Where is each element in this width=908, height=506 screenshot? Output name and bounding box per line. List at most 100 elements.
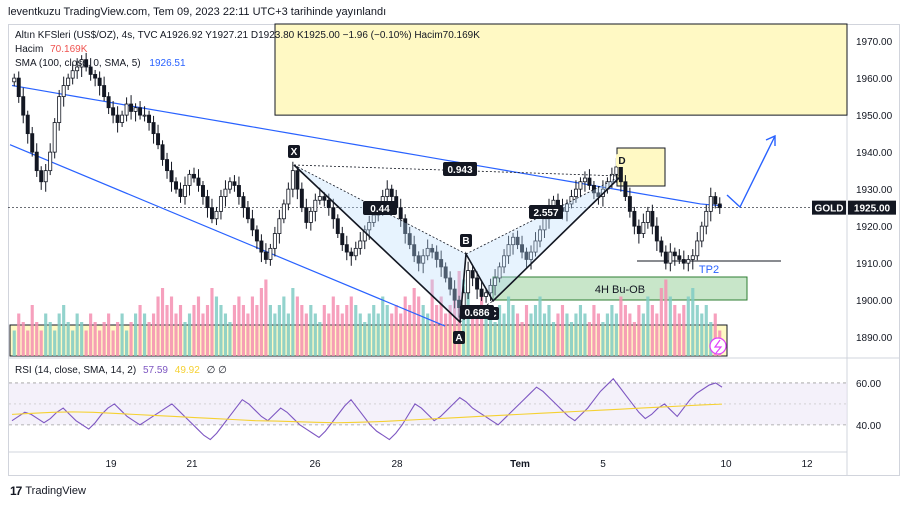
- volume-bar: [147, 322, 151, 356]
- candle-body: [290, 170, 295, 190]
- candle-body: [331, 207, 336, 220]
- volume-bar: [93, 322, 97, 356]
- volume-bar: [430, 279, 434, 356]
- volume-bar: [183, 322, 187, 356]
- symbol-legend: Altın KFSleri (US$/OZ), 4s, TVC A1926.92…: [15, 30, 480, 41]
- rsi-line: [11, 377, 723, 441]
- candle-body: [573, 188, 578, 197]
- volume-bar: [412, 288, 416, 356]
- volume-bar: [610, 305, 614, 356]
- volume-bar: [632, 322, 636, 356]
- volume-bar: [241, 305, 245, 356]
- candle-body: [272, 233, 277, 249]
- pattern-point-b: B: [462, 236, 469, 247]
- candle-body: [524, 251, 529, 260]
- pattern-bcd-fill: [466, 176, 621, 301]
- ratio-bd-label-bg: [529, 205, 563, 219]
- volume-bar: [691, 288, 695, 356]
- candle-body: [344, 244, 349, 253]
- candle-body: [241, 196, 246, 209]
- volume-bar: [493, 322, 497, 356]
- candle-body: [48, 151, 53, 172]
- candle-body: [236, 185, 241, 197]
- candle-body: [672, 251, 677, 257]
- volume-bar: [686, 296, 690, 356]
- volume-bar: [12, 330, 16, 356]
- candle-body: [708, 196, 713, 212]
- candle-body: [205, 196, 210, 209]
- volume-bar: [605, 313, 609, 356]
- price-tick-label: 1920.00: [856, 222, 893, 233]
- volume-bar: [574, 313, 578, 356]
- candle-body: [425, 247, 430, 257]
- volume-bar: [259, 288, 263, 356]
- candle-body: [223, 188, 228, 197]
- pattern-point-d: D: [618, 156, 625, 167]
- volume-bar: [551, 322, 556, 356]
- candle-body: [506, 244, 511, 257]
- candle-body: [34, 151, 39, 172]
- rsi-legend-value: 57.59: [142, 365, 168, 376]
- volume-bar: [506, 296, 511, 356]
- volume-bar: [304, 313, 308, 356]
- candle-body: [353, 247, 358, 257]
- sma-legend-value: 1926.51: [149, 58, 186, 69]
- candle-body: [133, 107, 138, 112]
- volume-bar: [547, 305, 551, 356]
- volume-bar: [650, 305, 654, 356]
- candle-body: [659, 240, 664, 253]
- volume-bar: [399, 313, 403, 356]
- candle-body: [636, 225, 641, 234]
- volume-bar: [205, 305, 210, 356]
- candle-body: [596, 192, 601, 197]
- volume-bar: [560, 305, 565, 356]
- candle-body: [192, 173, 196, 179]
- volume-bar: [187, 313, 192, 356]
- pattern-ac-dotted: [459, 300, 494, 323]
- candle-body: [398, 207, 403, 220]
- volume-bar: [116, 322, 120, 356]
- candle-body: [479, 288, 484, 297]
- volume-bar: [466, 288, 470, 356]
- sma-legend: SMA (100, close, 0, SMA, 5) 1926.51: [15, 58, 186, 69]
- ratio-xb-label: 0.44: [370, 204, 390, 215]
- volume-bar: [695, 305, 699, 356]
- volume-bar: [542, 313, 547, 356]
- candle-body: [322, 196, 327, 201]
- candle-body: [111, 107, 116, 116]
- time-tick-label: 5: [600, 459, 606, 470]
- volume-bar: [44, 313, 48, 356]
- candle-body: [475, 277, 480, 290]
- volume-bar: [210, 288, 214, 356]
- candle-body: [695, 240, 700, 257]
- candle-body: [97, 77, 102, 86]
- volume-legend: Hacim 70.169K: [15, 44, 87, 55]
- rsi-sma-line: [11, 403, 723, 424]
- volume-bar: [313, 313, 317, 356]
- pattern-xd-dotted: [293, 164, 622, 177]
- candle-body: [124, 103, 129, 116]
- candle-body: [43, 170, 48, 183]
- volume-bar: [614, 313, 618, 356]
- rsi-tick-label: 40.00: [856, 421, 881, 432]
- volume-bar: [354, 305, 358, 356]
- candle-body: [12, 77, 17, 83]
- time-tick-label: 12: [801, 459, 813, 470]
- candle-body: [416, 255, 421, 264]
- ratio-xb-label-bg: [363, 201, 397, 215]
- volume-bar: [655, 313, 659, 356]
- candle-body: [650, 210, 655, 227]
- candle-body: [412, 244, 417, 257]
- candle-body: [520, 244, 525, 253]
- candle-body: [326, 199, 331, 209]
- candle-body: [434, 251, 439, 260]
- volume-bar: [84, 330, 88, 356]
- candle-body: [582, 177, 587, 183]
- candle-body: [663, 251, 668, 264]
- footer-brand[interactable]: 17 TradingView: [10, 484, 86, 498]
- projection-arrow: [726, 135, 776, 209]
- candle-body: [484, 292, 489, 297]
- candle-body: [245, 207, 250, 220]
- volume-bar: [318, 322, 322, 356]
